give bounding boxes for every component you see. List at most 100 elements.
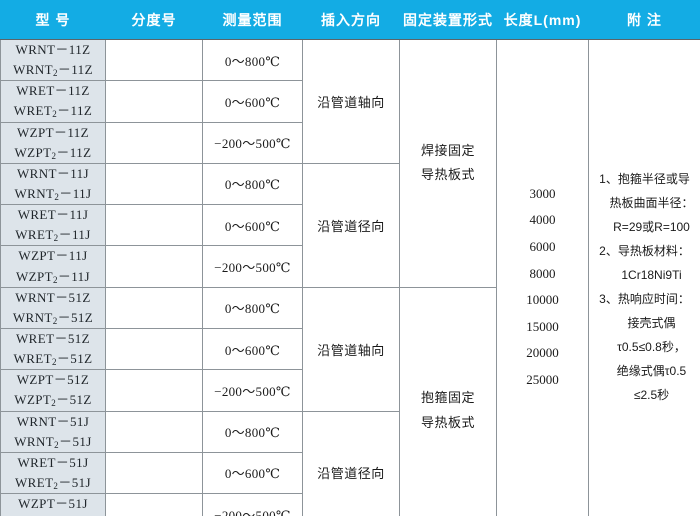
range-cell: −200～500℃ [202, 369, 303, 412]
table-row: WRET－11J WRET2－11J 0～600℃ [0, 204, 700, 247]
length-value: 8000 [529, 265, 556, 281]
graduation-cell [105, 162, 203, 206]
range-cell: 0～600℃ [202, 80, 303, 123]
model-line-1: WZPT－51J [18, 496, 88, 512]
direction-cell: 沿管道径向 [302, 162, 400, 288]
length-value: 25000 [526, 372, 559, 388]
model-line-1: WRET－51Z [16, 330, 90, 346]
table-header-row: 型 号 分度号 测量范围 插入方向 固定装置形式 长度L(mm) 附 注 [0, 0, 700, 40]
header-graduation-number: 分度号 [105, 0, 203, 40]
fixing-line-1: 抱箍固定 [420, 390, 475, 406]
graduation-cell [105, 204, 203, 247]
range-cell: 0～600℃ [202, 327, 303, 371]
graduation-cell [105, 451, 203, 495]
notes-cell: 1、抱箍半径或导 热板曲面半径： R=29或R=100 2、导热板材料： 1Cr… [588, 38, 700, 516]
model-cell: WRNT－51J WRNT2－51J [0, 410, 106, 453]
fixing-cell: 焊接固定 导热板式 [399, 39, 497, 288]
model-line-1: WRET－11J [17, 207, 89, 223]
table-row: WRET－11Z WRET2－11Z 0～600℃ [0, 80, 700, 123]
graduation-cell [105, 493, 203, 516]
model-cell: WRNT－11J WRNT2－11J [0, 162, 106, 206]
model-line-1: WZPT－11Z [16, 124, 90, 140]
model-line-1: WRNT－11J [16, 165, 90, 181]
model-line-2: WRNT2－11J [14, 185, 92, 202]
range-cell: 0～800℃ [202, 38, 303, 82]
length-value: 3000 [529, 185, 556, 201]
graduation-cell [105, 286, 203, 329]
note-line: 2、导热板材料： [599, 244, 690, 259]
header-model-number: 型 号 [0, 0, 106, 40]
table-row: WZPT－11J WZPT2－11J −200～500℃ [0, 245, 700, 288]
range-cell: −200～500℃ [202, 121, 303, 164]
model-line-2: WRNT2－51J [14, 433, 92, 450]
direction-cell: 沿管道轴向 [302, 39, 400, 164]
model-cell: WRNT－11Z WRNT2－11Z [0, 38, 106, 82]
model-cell: WRET－51Z WRET2－51Z [0, 327, 106, 371]
model-line-2: WRET2－51Z [13, 351, 93, 368]
table-row: WZPT－11Z WZPT2－11Z −200～500℃ [0, 121, 700, 164]
model-line-2: WZPT2－51Z [14, 392, 92, 409]
model-line-2: WZPT2－11Z [14, 144, 92, 161]
table-row: WRNT－51J WRNT2－51J 0～800℃ 沿管道径向 [0, 410, 700, 516]
length-cell: 3000 4000 6000 8000 10000 15000 20000 25… [496, 38, 589, 516]
note-line: ≤2.5秒 [633, 388, 670, 403]
range-cell: 0～800℃ [202, 410, 303, 453]
model-line-2: WRNT2－51Z [12, 309, 94, 326]
note-line: 3、热响应时间： [599, 292, 690, 307]
length-value: 15000 [526, 318, 559, 334]
graduation-cell [105, 327, 203, 371]
model-cell: WRET－11Z WRET2－11Z [0, 80, 106, 123]
range-cell: −200～500℃ [202, 493, 303, 516]
table-row: WRET－51J WRET2－51J 0～600℃ [0, 451, 700, 495]
note-line: 热板曲面半径： [609, 196, 694, 211]
table-row: WRNT－11Z WRNT2－11Z 0～800℃ 沿管道轴向 焊接固定 导热板… [0, 38, 700, 516]
model-cell: WRNT－51Z WRNT2－51Z [0, 286, 106, 329]
header-fixing-device-type: 固定装置形式 [399, 0, 497, 40]
model-cell: WZPT－51J WZPT2－51J [0, 493, 106, 516]
table-row: WRET－51Z WRET2－51Z 0～600℃ [0, 327, 700, 371]
direction-cell: 沿管道轴向 [302, 286, 400, 412]
fixing-line-2: 导热板式 [420, 415, 475, 431]
model-line-2: WRET2－11Z [13, 103, 93, 120]
header-length-mm: 长度L(mm) [496, 0, 589, 40]
graduation-cell [105, 410, 203, 453]
length-value: 20000 [526, 345, 559, 361]
range-cell: 0～600℃ [202, 204, 303, 247]
header-remarks: 附 注 [588, 0, 700, 40]
model-cell: WRET－11J WRET2－11J [0, 204, 106, 247]
model-line-2: WRET2－51J [14, 474, 91, 491]
header-measuring-range: 测量范围 [202, 0, 303, 40]
length-value: 10000 [526, 292, 559, 308]
graduation-cell [105, 80, 203, 123]
model-line-2: WZPT2－11J [15, 268, 91, 285]
fixing-line-2: 导热板式 [420, 167, 475, 183]
model-line-1: WRET－51J [17, 454, 89, 470]
fixing-cell: 抱箍固定 导热板式 [399, 286, 497, 516]
range-cell: 0～800℃ [202, 286, 303, 329]
note-line: R=29或R=100 [613, 220, 690, 235]
model-line-2: WRET2－11J [15, 227, 91, 244]
note-line: 绝缘式偶τ0.5 [616, 364, 687, 379]
model-cell: WZPT－51Z WZPT2－51Z [0, 369, 106, 412]
note-line: τ0.5≤0.8秒， [617, 340, 686, 355]
graduation-cell [105, 369, 203, 412]
note-line: 接壳式偶 [627, 316, 676, 331]
model-cell: WZPT－11J WZPT2－11J [0, 245, 106, 288]
note-line: 1、抱箍半径或导 [599, 172, 690, 187]
direction-cell: 沿管道径向 [302, 410, 400, 516]
model-line-2: WRNT2－11Z [13, 62, 93, 79]
model-line-1: WZPT－51Z [16, 372, 90, 388]
model-line-1: WRET－11Z [16, 83, 90, 99]
graduation-cell [105, 38, 203, 82]
model-line-1: WRNT－51J [16, 413, 90, 429]
model-line-1: WRNT－51Z [15, 289, 91, 305]
note-line: 1Cr18Ni9Ti [621, 268, 682, 283]
graduation-cell [105, 245, 203, 288]
range-cell: 0～600℃ [202, 451, 303, 495]
model-cell: WRET－51J WRET2－51J [0, 451, 106, 495]
length-value: 4000 [529, 212, 556, 228]
model-cell: WZPT－11Z WZPT2－11Z [0, 121, 106, 164]
fixing-line-1: 焊接固定 [420, 142, 475, 158]
